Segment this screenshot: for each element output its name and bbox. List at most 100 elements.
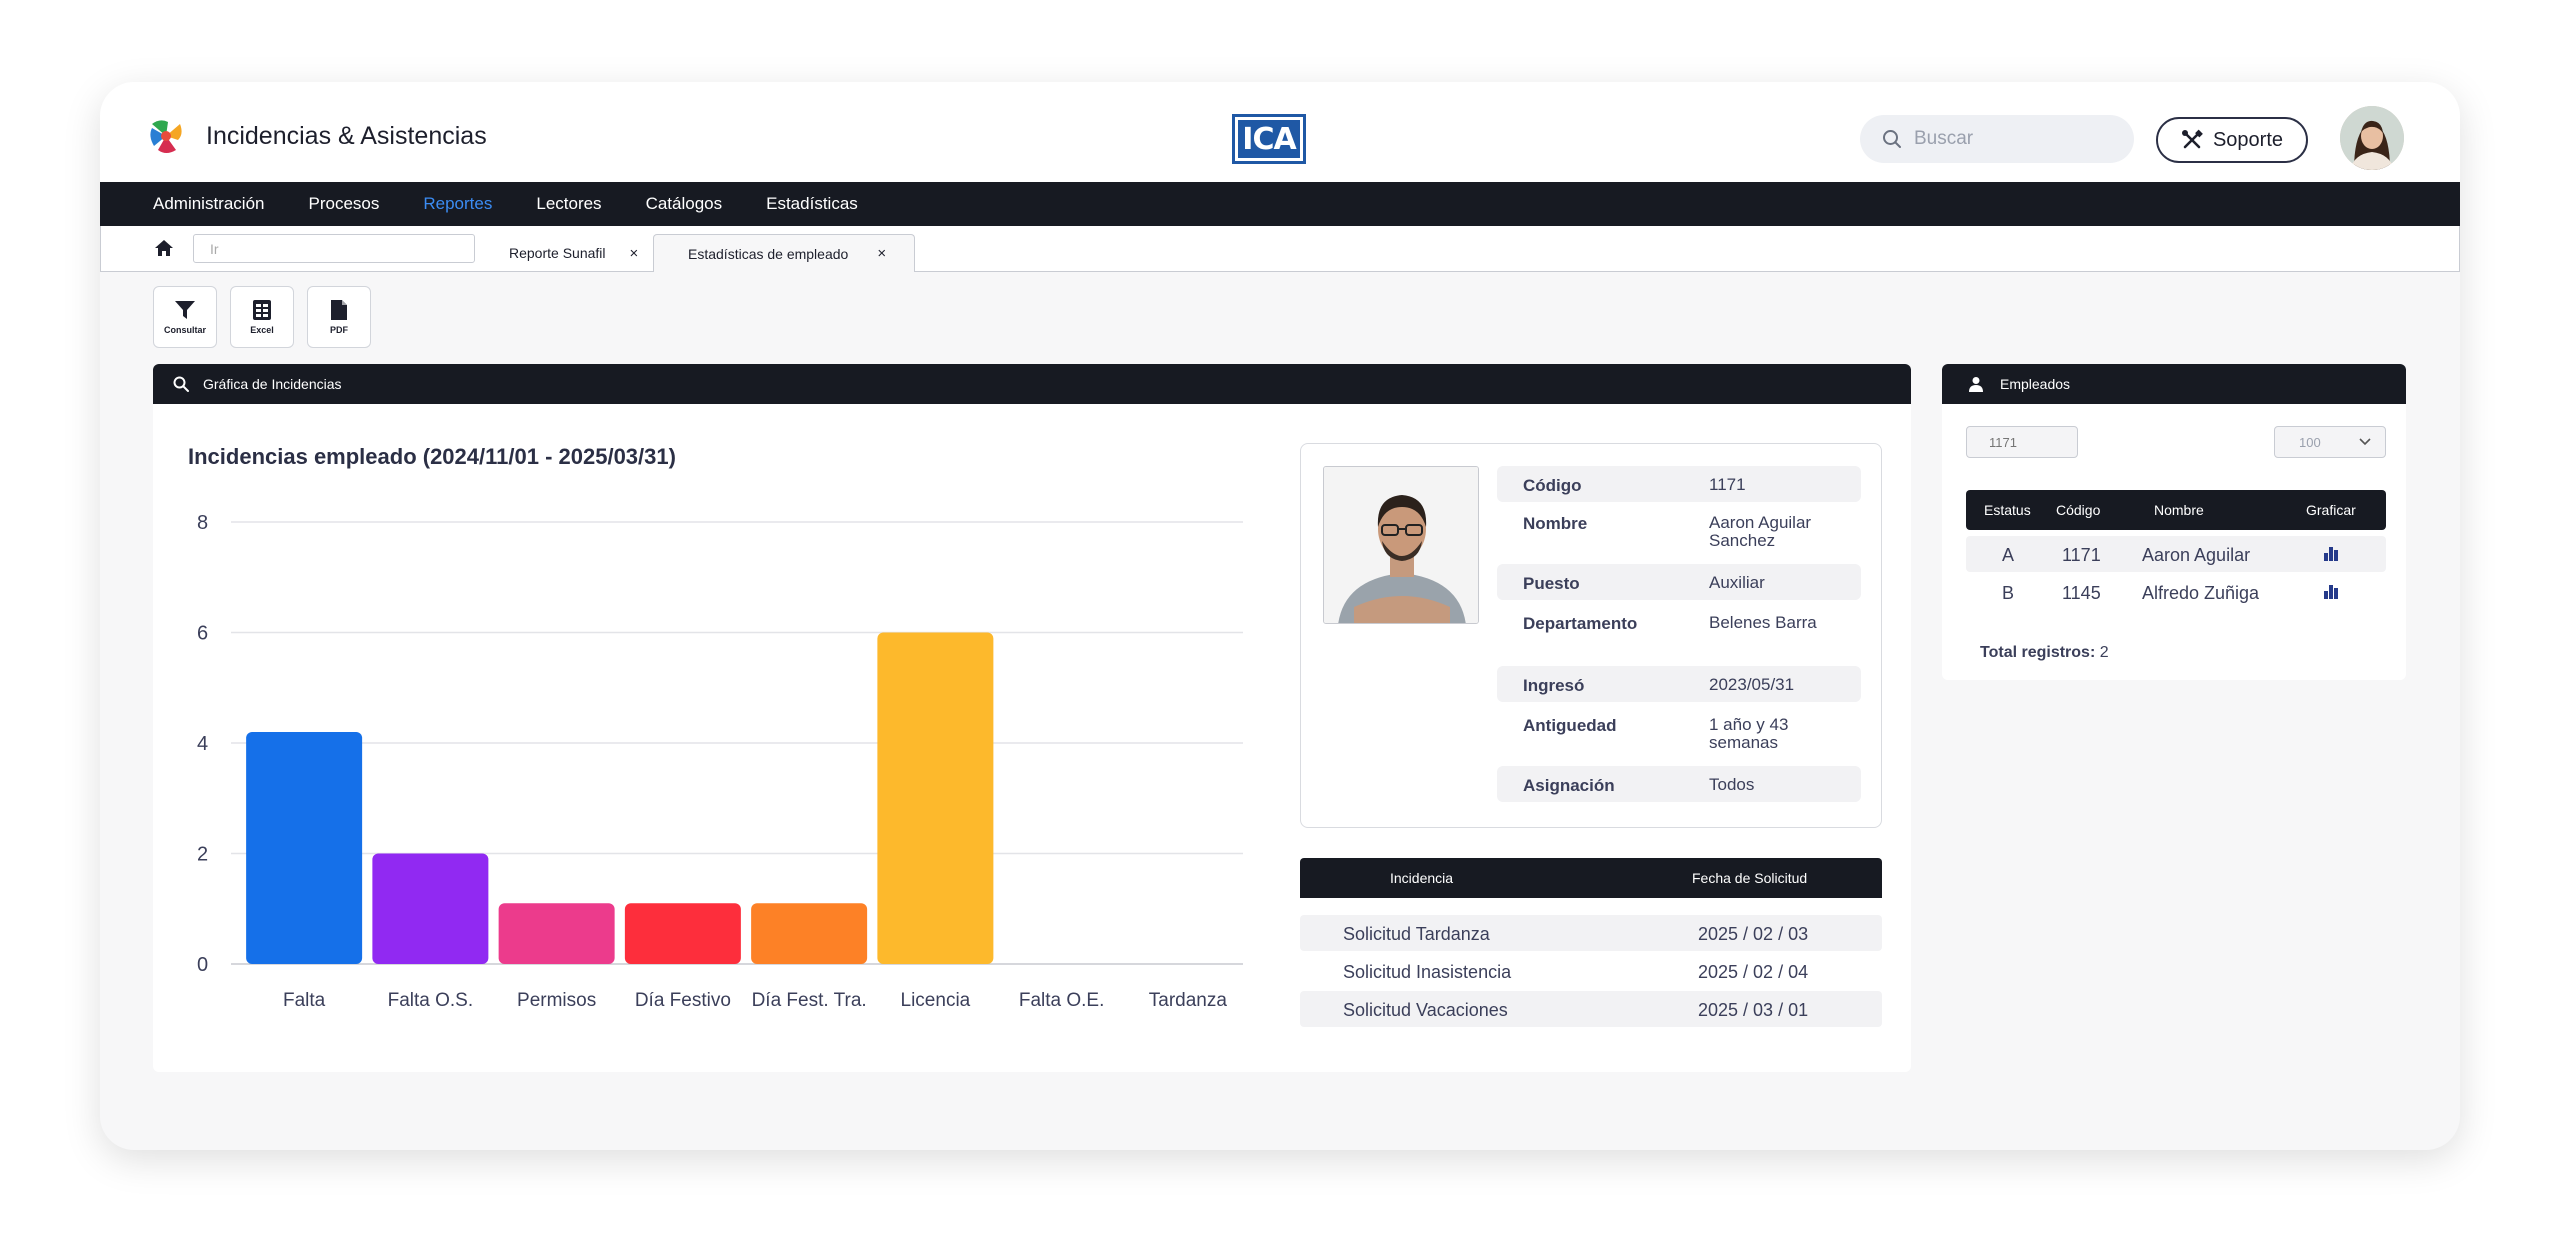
- profile-row: Antiguedad 1 año y 43 semanas: [1497, 706, 1861, 760]
- total-records: Total registros: 2: [1980, 644, 2109, 662]
- document-icon: [331, 300, 347, 320]
- page-size-select[interactable]: 100: [2274, 426, 2386, 458]
- nav-lectores[interactable]: Lectores: [536, 194, 602, 213]
- support-label: Soporte: [2212, 128, 2284, 151]
- tab-label: Estadísticas de empleado: [688, 245, 849, 262]
- y-tick-label: 6: [197, 623, 208, 645]
- nav-administracion[interactable]: Administración: [153, 194, 265, 213]
- nav-reportes[interactable]: Reportes: [423, 194, 493, 213]
- excel-label: Excel: [250, 325, 274, 335]
- total-label: Total registros:: [1980, 644, 2096, 661]
- profile-key: Antiguedad: [1523, 716, 1617, 735]
- incidencia-date: 2025 / 02 / 03: [1698, 924, 1809, 944]
- home-icon[interactable]: [154, 238, 174, 258]
- search-input[interactable]: [1914, 128, 2114, 150]
- profile-value: Auxiliar: [1709, 573, 1765, 592]
- nav-procesos[interactable]: Procesos: [308, 194, 380, 213]
- user-icon: [1969, 377, 1983, 392]
- incidencia-name: Solicitud Tardanza: [1343, 924, 1490, 944]
- bar[interactable]: [624, 903, 741, 964]
- y-tick-label: 4: [197, 733, 208, 755]
- x-tick-label: Falta: [283, 990, 326, 1011]
- go-input[interactable]: [193, 234, 475, 263]
- profile-row: Código 1171: [1497, 466, 1861, 502]
- pdf-button[interactable]: PDF: [307, 286, 371, 348]
- bar[interactable]: [372, 853, 489, 965]
- col-codigo: Código: [2056, 502, 2101, 518]
- profile-value: Todos: [1709, 775, 1755, 794]
- incidencia-date: 2025 / 02 / 04: [1698, 962, 1809, 982]
- pdf-label: PDF: [330, 325, 348, 335]
- filter-icon: [175, 301, 195, 319]
- tab-estadisticas-empleado[interactable]: Estadísticas de empleado ×: [653, 234, 915, 272]
- x-tick-label: Día Festivo: [635, 990, 731, 1011]
- col-fecha-solicitud: Fecha de Solicitud: [1692, 870, 1808, 886]
- col-estatus: Estatus: [1984, 502, 2031, 518]
- total-value: 2: [2099, 644, 2109, 661]
- profile-key: Departamento: [1523, 614, 1638, 633]
- employee-profile-card: Código 1171 Nombre Aaron Aguilar Sanchez Pue…: [1300, 443, 1882, 828]
- profile-key: Puesto: [1523, 574, 1580, 593]
- search-icon: [173, 376, 189, 392]
- nav-estadisticas[interactable]: Estadísticas: [766, 194, 858, 213]
- bar-chart-icon[interactable]: [2324, 585, 2340, 599]
- employee-row[interactable]: B 1145 Alfredo Zuñiga: [1966, 574, 2386, 610]
- y-tick-label: 0: [197, 954, 208, 976]
- chevron-down-icon: [2359, 438, 2371, 446]
- bar[interactable]: [246, 731, 363, 964]
- empleados-panel: Empleados 100 Estatus Código Nombre Graf…: [1942, 364, 2406, 680]
- support-button[interactable]: Soporte: [2156, 117, 2308, 163]
- employee-search-input[interactable]: [1966, 426, 2078, 458]
- profile-key: Nombre: [1523, 514, 1588, 533]
- profile-value: Belenes Barra: [1709, 613, 1817, 632]
- profile-row: Nombre Aaron Aguilar Sanchez: [1497, 504, 1861, 558]
- profile-key: Código: [1523, 476, 1582, 495]
- employee-estatus: B: [2002, 583, 2015, 603]
- bar[interactable]: [498, 903, 615, 964]
- employee-photo: [1323, 466, 1479, 624]
- x-tick-label: Permisos: [517, 990, 596, 1011]
- incidencia-row[interactable]: Solicitud Tardanza 2025 / 02 / 03: [1300, 915, 1882, 951]
- page-size-value: 100: [2299, 434, 2321, 450]
- close-icon[interactable]: ×: [629, 244, 639, 262]
- empleados-table-header: Estatus Código Nombre Graficar: [1966, 490, 2386, 530]
- chart-title: Incidencias empleado (2024/11/01 - 2025/…: [188, 444, 676, 469]
- profile-row: Ingresó 2023/05/31: [1497, 666, 1861, 702]
- empleados-panel-header: Empleados: [1942, 364, 2406, 404]
- profile-value: 2023/05/31: [1709, 675, 1795, 694]
- ica-logo: ICA: [1232, 114, 1306, 164]
- empleados-title: Empleados: [2000, 376, 2071, 392]
- employee-estatus: A: [2002, 545, 2015, 565]
- app-window: Incidencias & Asistencias ICA Soporte: [100, 82, 2460, 1150]
- x-tick-label: Falta O.S.: [388, 990, 474, 1011]
- tab-reporte-sunafil[interactable]: Reporte Sunafil ×: [509, 234, 638, 272]
- incidencia-name: Solicitud Inasistencia: [1343, 962, 1512, 982]
- profile-key: Asignación: [1523, 776, 1615, 795]
- bar[interactable]: [877, 632, 994, 965]
- user-avatar[interactable]: [2340, 106, 2404, 170]
- bar-chart-icon[interactable]: [2324, 547, 2340, 561]
- incidencia-row[interactable]: Solicitud Inasistencia 2025 / 02 / 04: [1300, 953, 1882, 989]
- profile-row: Puesto Auxiliar: [1497, 564, 1861, 600]
- profile-value: 1171: [1709, 475, 1746, 494]
- incidencias-table-header: Incidencia Fecha de Solicitud: [1300, 858, 1882, 898]
- incidencia-row[interactable]: Solicitud Vacaciones 2025 / 03 / 01: [1300, 991, 1882, 1027]
- close-icon[interactable]: ×: [877, 245, 887, 262]
- app-header: Incidencias & Asistencias ICA Soporte: [100, 82, 2460, 182]
- excel-button[interactable]: Excel: [230, 286, 294, 348]
- consultar-button[interactable]: Consultar: [153, 286, 217, 348]
- x-tick-label: Día Fest. Tra.: [752, 990, 867, 1011]
- bar[interactable]: [751, 903, 868, 964]
- incidencia-date: 2025 / 03 / 01: [1698, 1000, 1809, 1020]
- nav-catalogos[interactable]: Catálogos: [645, 194, 723, 213]
- profile-value: Aaron Aguilar Sanchez: [1709, 513, 1812, 550]
- chart-panel-title: Gráfica de Incidencias: [203, 376, 342, 392]
- spreadsheet-icon: [253, 300, 271, 320]
- col-incidencia: Incidencia: [1390, 870, 1454, 886]
- app-title: Incidencias & Asistencias: [206, 121, 487, 150]
- employee-row[interactable]: A 1171 Aaron Aguilar: [1966, 536, 2386, 572]
- brand[interactable]: Incidencias & Asistencias: [146, 116, 487, 156]
- ica-logo-text: ICA: [1238, 120, 1300, 158]
- search-box[interactable]: [1860, 115, 2134, 163]
- app-logo-icon: [150, 120, 182, 153]
